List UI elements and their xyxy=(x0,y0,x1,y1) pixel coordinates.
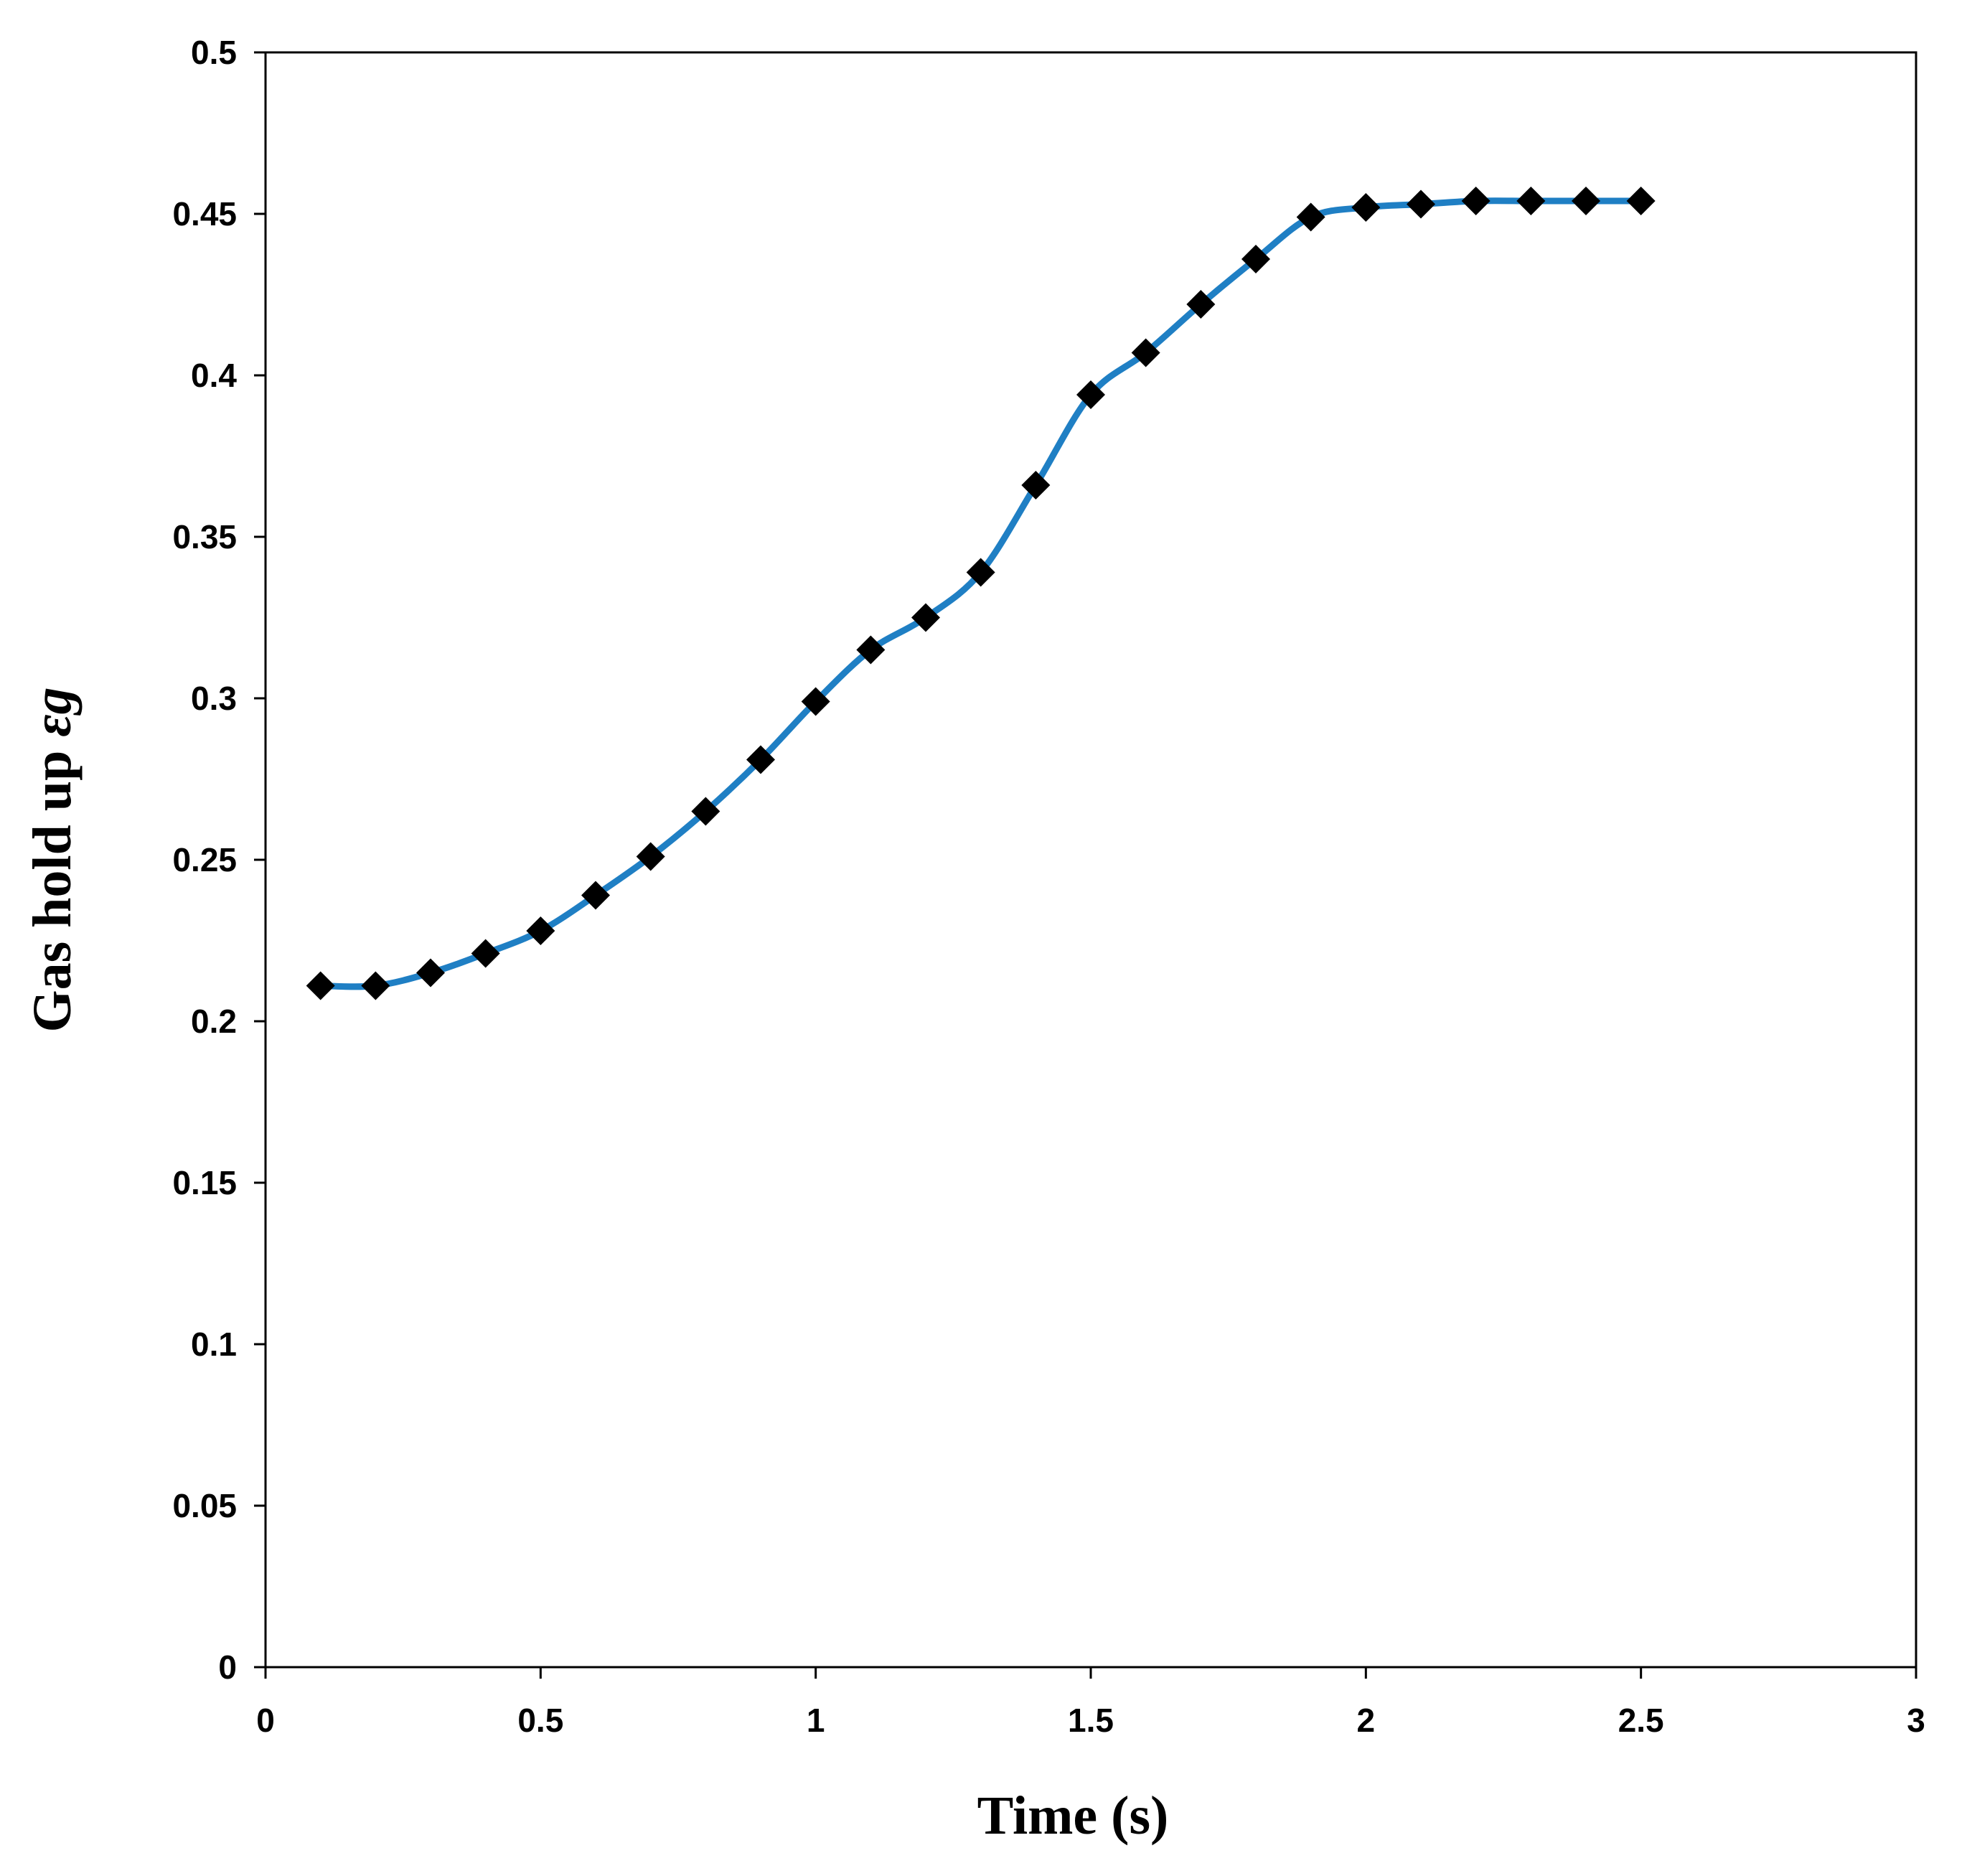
data-point-marker xyxy=(581,881,610,910)
data-point-marker xyxy=(911,603,940,632)
y-axis-title-text: Gas hold up xyxy=(22,737,83,1033)
data-point-marker xyxy=(416,958,445,988)
y-tick-label: 0.25 xyxy=(172,841,237,878)
y-tick-label: 0.45 xyxy=(172,195,237,233)
data-point-marker xyxy=(966,558,995,587)
x-axis-title: Time (s) xyxy=(977,1786,1169,1846)
data-point-marker xyxy=(1516,187,1546,215)
data-point-marker xyxy=(746,745,775,774)
data-point-marker xyxy=(1076,380,1105,409)
data-point-marker xyxy=(801,687,830,716)
data-point-marker xyxy=(1626,187,1656,215)
y-tick-label: 0.1 xyxy=(191,1326,237,1363)
data-point-marker xyxy=(1241,245,1270,273)
y-tick-label: 0.3 xyxy=(191,680,237,717)
data-point-marker xyxy=(1407,189,1435,219)
data-point-marker xyxy=(1572,187,1600,215)
marker-layer xyxy=(306,187,1656,1000)
x-tick-label: 0 xyxy=(256,1702,275,1739)
data-point-marker xyxy=(856,635,886,665)
y-tick-label: 0.2 xyxy=(191,1003,237,1040)
data-point-marker xyxy=(471,939,500,968)
y-tick-label: 0.05 xyxy=(172,1487,237,1524)
y-tick-label: 0 xyxy=(218,1648,237,1686)
x-axis: 0 0.5 1 1.5 2 2.5 3 xyxy=(256,1667,1925,1739)
data-point-marker xyxy=(1131,338,1160,367)
x-tick-label: 2 xyxy=(1357,1702,1376,1739)
y-tick-label: 0.35 xyxy=(172,518,237,555)
y-tick-label: 0.4 xyxy=(191,357,237,394)
y-axis: 0 0.05 0.1 0.15 0.2 0.25 0.3 0.35 0.4 0.45 0.5 xyxy=(172,34,266,1686)
data-point-marker xyxy=(361,971,390,1000)
data-point-marker xyxy=(1461,187,1490,215)
x-tick-label: 1 xyxy=(807,1702,825,1739)
data-point-marker xyxy=(306,971,335,1000)
x-tick-label: 2.5 xyxy=(1618,1702,1664,1739)
data-point-marker xyxy=(1021,471,1051,500)
data-point-marker xyxy=(636,842,665,871)
x-tick-label: 3 xyxy=(1907,1702,1925,1739)
data-point-marker xyxy=(1186,290,1216,319)
y-tick-label: 0.15 xyxy=(172,1164,237,1201)
data-point-marker xyxy=(526,916,555,945)
data-point-marker xyxy=(1296,202,1325,232)
x-tick-label: 0.5 xyxy=(517,1702,563,1739)
data-point-marker xyxy=(1351,193,1381,222)
y-axis-title: Gas hold up εg xyxy=(22,687,83,1032)
x-tick-label: 1.5 xyxy=(1068,1702,1114,1739)
y-axis-title-symbol: εg xyxy=(22,687,83,736)
data-point-marker xyxy=(691,797,720,826)
y-tick-label: 0.5 xyxy=(191,34,237,71)
